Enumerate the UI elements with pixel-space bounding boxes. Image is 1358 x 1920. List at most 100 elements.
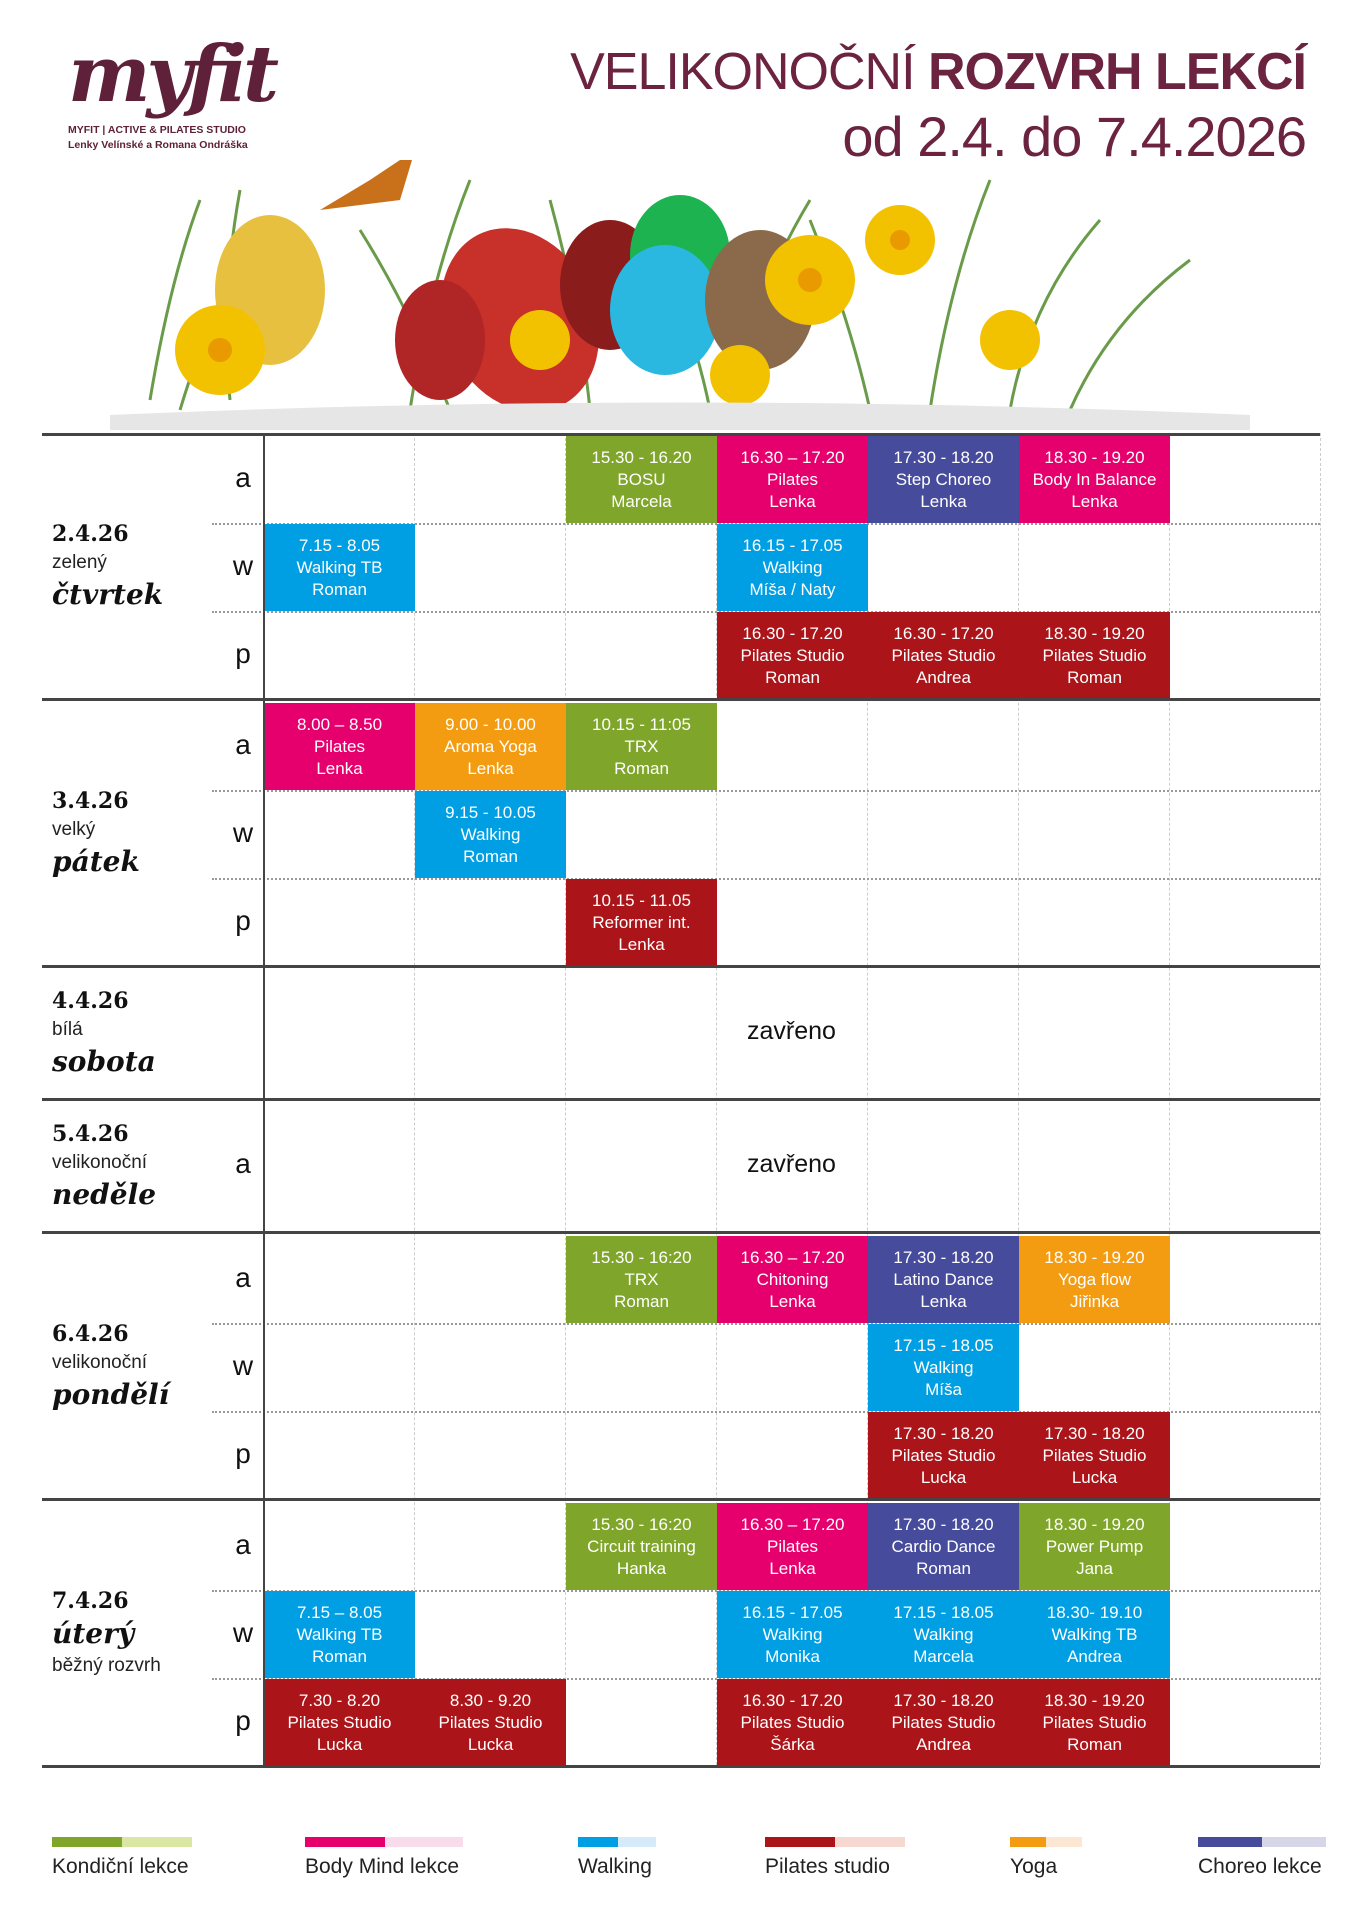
class-instructor: Roman	[1067, 667, 1122, 687]
class-cell[interactable]: 10.15 - 11:05 TRX Roman	[566, 703, 717, 790]
class-time: 18.30 - 19.20	[1044, 1514, 1145, 1534]
day-label-big: sobota	[52, 1045, 156, 1078]
class-name: Aroma Yoga	[444, 736, 537, 756]
class-cell[interactable]: 16.30 – 17.20 Chitoning Lenka	[717, 1236, 868, 1323]
row-divider	[212, 1411, 1320, 1413]
class-time: 15.30 - 16:20	[591, 1247, 692, 1267]
row-divider	[212, 878, 1320, 880]
room-letter: w	[232, 1617, 254, 1648]
class-time: 7.15 - 8.05	[298, 535, 381, 555]
class-instructor: Lenka	[769, 1291, 816, 1311]
class-time: 17.30 - 18.20	[893, 1247, 994, 1267]
class-cell[interactable]: 17.15 - 18.05 Walking Marcela	[868, 1591, 1019, 1678]
class-cell[interactable]: 16.30 – 17.20 Pilates Lenka	[717, 436, 868, 523]
class-instructor: Lenka	[316, 758, 363, 778]
logo-studio-name: MYFIT | ACTIVE & PILATES STUDIO	[68, 124, 246, 136]
class-name: Walking	[913, 1624, 974, 1644]
class-name: Walking	[762, 557, 823, 577]
class-instructor: Lenka	[618, 934, 665, 954]
swatch-light	[385, 1837, 463, 1847]
label-divider	[263, 1100, 265, 1232]
label-divider	[263, 1500, 265, 1766]
logo-owners: Lenky Velínské a Romana Ondráška	[68, 139, 248, 151]
class-cell[interactable]: 16.30 - 17.20 Pilates Studio Šárka	[717, 1679, 868, 1766]
class-cell[interactable]: 16.30 - 17.20 Pilates Studio Roman	[717, 612, 868, 699]
class-cell[interactable]: 15.30 - 16.20 BOSU Marcela	[566, 436, 717, 523]
class-name: Walking TB	[296, 557, 383, 577]
class-cell[interactable]: 9.15 - 10.05 Walking Roman	[415, 791, 566, 878]
swatch-dark	[1198, 1837, 1262, 1847]
legend-label: Walking	[578, 1855, 652, 1878]
day-label-sm: bílá	[52, 1019, 83, 1040]
legend-item: Yoga	[1010, 1837, 1082, 1879]
class-time: 18.30- 19.10	[1046, 1602, 1143, 1622]
class-cell[interactable]: 18.30 - 19.20 Power Pump Jana	[1019, 1503, 1170, 1590]
class-cell[interactable]: 8.00 – 8.50 Pilates Lenka	[264, 703, 415, 790]
class-cell[interactable]: 18.30 - 19.20 Pilates Studio Roman	[1019, 612, 1170, 699]
day-label-big: neděle	[52, 1178, 157, 1211]
class-name: Power Pump	[1045, 1536, 1144, 1556]
class-cell[interactable]: 17.30 - 18.20 Step Choreo Lenka	[868, 436, 1019, 523]
class-cell[interactable]: 7.30 - 8.20 Pilates Studio Lucka	[264, 1679, 415, 1766]
class-cell[interactable]: 15.30 - 16:20 TRX Roman	[566, 1236, 717, 1323]
class-cell[interactable]: 18.30 - 19.20 Pilates Studio Roman	[1019, 1679, 1170, 1766]
class-cell[interactable]: 17.30 - 18.20 Pilates Studio Lucka	[868, 1412, 1019, 1499]
class-instructor: Lucka	[1071, 1467, 1118, 1487]
class-cell[interactable]: 16.30 – 17.20 Pilates Lenka	[717, 1503, 868, 1590]
class-instructor: Roman	[312, 579, 367, 599]
row-divider	[212, 1323, 1320, 1325]
class-cell[interactable]: 7.15 - 8.05 Walking TB Roman	[264, 524, 415, 611]
class-cell[interactable]: 17.30 - 18.20 Pilates Studio Lucka	[1019, 1412, 1170, 1499]
swatch-light	[618, 1837, 656, 1847]
room-letter: a	[235, 1262, 251, 1293]
class-cell[interactable]: 17.15 - 18.05 Walking Míša	[868, 1324, 1019, 1411]
class-time: 17.30 - 18.20	[893, 1514, 994, 1534]
class-time: 17.15 - 18.05	[893, 1335, 994, 1355]
class-instructor: Roman	[614, 758, 669, 778]
day-label: 6.4.26 velikonoční pondělí	[52, 1233, 169, 1499]
class-cell[interactable]: 17.30 - 18.20 Latino Dance Lenka	[868, 1236, 1019, 1323]
class-name: Latino Dance	[893, 1269, 994, 1289]
class-name: Walking TB	[296, 1624, 383, 1644]
class-time: 15.30 - 16:20	[591, 1514, 692, 1534]
room-letter: w	[232, 817, 254, 848]
swatch-dark	[765, 1837, 835, 1847]
class-cell[interactable]: 7.15 – 8.05 Walking TB Roman	[264, 1591, 415, 1678]
class-cell[interactable]: 16.15 - 17.05 Walking Monika	[717, 1591, 868, 1678]
class-cell[interactable]: 18.30 - 19.20 Body In Balance Lenka	[1019, 436, 1170, 523]
day-divider	[42, 1098, 1320, 1101]
class-name: Step Choreo	[895, 469, 992, 489]
class-time: 16.15 - 17.05	[742, 1602, 843, 1622]
class-cell[interactable]: 18.30- 19.10 Walking TB Andrea	[1019, 1591, 1170, 1678]
class-name: Pilates	[766, 1536, 819, 1556]
title-light: VELIKONOČNÍ	[570, 43, 915, 101]
day-label: 7.4.26 úterý běžný rozvrh	[52, 1500, 161, 1766]
class-name: Chitoning	[756, 1269, 829, 1289]
class-name: Pilates Studio	[438, 1712, 543, 1732]
day-label-big: čtvrtek	[52, 578, 164, 611]
day-divider	[42, 698, 1320, 701]
class-cell[interactable]: 17.30 - 18.20 Cardio Dance Roman	[868, 1503, 1019, 1590]
class-instructor: Lenka	[769, 491, 816, 511]
day-label-sm: velikonoční	[52, 1352, 148, 1373]
legend-item: Kondiční lekce	[52, 1837, 192, 1879]
class-cell[interactable]: 8.30 - 9.20 Pilates Studio Lucka	[415, 1679, 566, 1766]
class-cell[interactable]: 17.30 - 18.20 Pilates Studio Andrea	[868, 1679, 1019, 1766]
class-time: 17.15 - 18.05	[893, 1602, 994, 1622]
legend-swatch	[52, 1837, 192, 1847]
class-cell[interactable]: 16.15 - 17.05 Walking Míša / Naty	[717, 524, 868, 611]
class-instructor: Lenka	[467, 758, 514, 778]
class-cell[interactable]: 9.00 - 10.00 Aroma Yoga Lenka	[415, 703, 566, 790]
class-name: Walking	[762, 1624, 823, 1644]
class-cell[interactable]: 15.30 - 16:20 Circuit training Hanka	[566, 1503, 717, 1590]
class-name: Body In Balance	[1032, 469, 1157, 489]
legend-label: Kondiční lekce	[52, 1855, 189, 1878]
legend-swatch	[1198, 1837, 1326, 1847]
easter-illustration	[110, 160, 1250, 430]
class-cell[interactable]: 18.30 - 19.20 Yoga flow Jiřinka	[1019, 1236, 1170, 1323]
swatch-light	[122, 1837, 192, 1847]
day-label: 2.4.26 zelený čtvrtek	[52, 433, 163, 699]
class-cell[interactable]: 10.15 - 11.05 Reformer int. Lenka	[566, 879, 717, 966]
class-cell[interactable]: 16.30 - 17.20 Pilates Studio Andrea	[868, 612, 1019, 699]
class-time: 15.30 - 16.20	[591, 447, 692, 467]
